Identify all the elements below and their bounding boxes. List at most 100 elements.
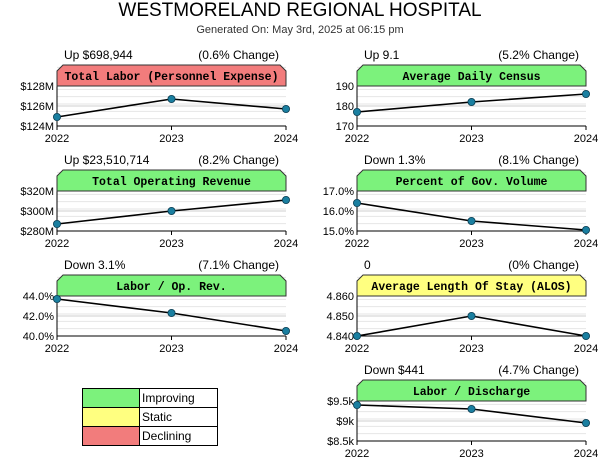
chart3-ytick-label: $300M xyxy=(20,206,54,218)
legend-row-improving: Improving xyxy=(83,389,217,408)
legend-row-declining: Declining xyxy=(83,427,217,445)
chart7-xtick-label: 2022 xyxy=(345,448,369,460)
chart2-xtick-label: 2022 xyxy=(345,133,369,145)
chart7-xtick-label: 2023 xyxy=(459,448,483,460)
chart6-xtick-label: 2023 xyxy=(459,343,483,355)
chart4-ytick-label: 17.0% xyxy=(323,186,354,198)
chart6-change-percent: (0% Change) xyxy=(508,258,579,272)
chart1-data-point xyxy=(281,105,290,114)
chart4-ytick-label: 15.0% xyxy=(323,226,354,238)
chart1-xtick-label: 2023 xyxy=(159,133,183,145)
chart7-data-point xyxy=(352,400,361,409)
chart5-ytick-label: 44.0% xyxy=(23,291,54,303)
chart3-change-percent: (8.2% Change) xyxy=(198,153,279,167)
chart1-ytick-label: $126M xyxy=(20,101,54,113)
chart4-data-point xyxy=(467,216,476,225)
chart6-ytick-label: 4.860 xyxy=(326,291,354,303)
chart7-title-tab xyxy=(356,379,587,402)
chart4-xtick-label: 2022 xyxy=(345,238,369,250)
chart1-xtick-label: 2024 xyxy=(274,133,298,145)
chart6-data-point xyxy=(582,331,591,340)
chart3-ytick-label: $280M xyxy=(20,226,54,238)
chart4-change-percent: (8.1% Change) xyxy=(498,153,579,167)
chart1-change-percent: (0.6% Change) xyxy=(198,48,279,62)
chart4-xtick-label: 2024 xyxy=(574,238,598,250)
chart5-ytick-label: 40.0% xyxy=(23,331,54,343)
chart5-ytick-label: 42.0% xyxy=(23,311,54,323)
chart6-data-point xyxy=(467,311,476,320)
legend-label-improving: Improving xyxy=(142,391,195,405)
chart2-change-percent: (5.2% Change) xyxy=(498,48,579,62)
chart6-xtick-label: 2024 xyxy=(574,343,598,355)
legend-swatch-declining xyxy=(83,427,140,445)
legend: Improving Static Declining xyxy=(82,388,218,446)
chart5-xtick-label: 2023 xyxy=(159,343,183,355)
chart6-xtick-label: 2022 xyxy=(345,343,369,355)
chart4-ytick-label: 16.0% xyxy=(323,206,354,218)
chart1-change-amount: Up $698,944 xyxy=(64,48,133,62)
chart4-change-amount: Down 1.3% xyxy=(364,153,426,167)
legend-label-static: Static xyxy=(142,410,173,424)
chart4-title: Percent of Gov. Volume xyxy=(396,176,548,189)
chart2-title: Average Daily Census xyxy=(402,71,540,84)
chart2-xtick-label: 2024 xyxy=(574,133,598,145)
chart2-ytick-label: 170 xyxy=(336,121,354,133)
chart5-title: Labor / Op. Rev. xyxy=(116,281,226,294)
chart3-ytick-label: $320M xyxy=(20,186,54,198)
chart6-title: Average Length Of Stay (ALOS) xyxy=(371,281,571,294)
chart7-data-point xyxy=(582,418,591,427)
chart2-change-amount: Up 9.1 xyxy=(364,48,400,62)
chart3-change-amount: Up $23,510,714 xyxy=(64,153,150,167)
chart5-change-amount: Down 3.1% xyxy=(64,258,126,272)
chart1-xtick-label: 2022 xyxy=(45,133,69,145)
chart1-title-tab xyxy=(56,64,287,87)
chart3-data-point xyxy=(281,195,290,204)
chart1-ytick-label: $128M xyxy=(20,81,54,93)
chart3-xtick-label: 2022 xyxy=(45,238,69,250)
chart4-data-point xyxy=(352,198,361,207)
chart3-xtick-label: 2023 xyxy=(159,238,183,250)
chart7-xtick-label: 2024 xyxy=(574,448,598,460)
chart4-title-tab xyxy=(356,169,587,192)
chart7-ytick-label: $9k xyxy=(336,416,354,428)
chart2-title-tab xyxy=(356,64,587,87)
chart2-ytick-label: 180 xyxy=(336,101,354,113)
chart1-title: Total Labor (Personnel Expense) xyxy=(65,71,279,84)
chart3-data-point xyxy=(167,206,176,215)
chart2-data-point xyxy=(352,108,361,117)
legend-swatch-improving xyxy=(83,389,140,407)
chart6-title-tab xyxy=(356,274,587,297)
chart5-xtick-label: 2024 xyxy=(274,343,298,355)
chart4-xtick-label: 2023 xyxy=(459,238,483,250)
chart1-ytick-label: $124M xyxy=(20,121,54,133)
chart7-title: Labor / Discharge xyxy=(413,386,530,399)
chart7-change-percent: (4.7% Change) xyxy=(498,363,579,377)
chart2-xtick-label: 2023 xyxy=(459,133,483,145)
chart5-xtick-label: 2022 xyxy=(45,343,69,355)
chart3-xtick-label: 2024 xyxy=(274,238,298,250)
generated-timestamp: Generated On: May 3rd, 2025 at 06:15 pm xyxy=(196,24,404,36)
legend-row-static: Static xyxy=(83,408,217,427)
chart5-data-point xyxy=(53,294,62,303)
chart2-data-point xyxy=(467,98,476,107)
chart3-data-point xyxy=(53,219,62,228)
chart3-title: Total Operating Revenue xyxy=(92,176,251,189)
chart7-ytick-label: $9.5k xyxy=(327,396,354,408)
chart7-change-amount: Down $441 xyxy=(364,363,425,377)
chart3-title-tab xyxy=(56,169,287,192)
chart6-change-amount: 0 xyxy=(364,258,371,272)
chart7-ytick-label: $8.5k xyxy=(327,436,354,448)
chart1-data-point xyxy=(167,95,176,104)
chart2-data-point xyxy=(582,90,591,99)
chart2-ytick-label: 190 xyxy=(336,81,354,93)
chart4-data-point xyxy=(582,225,591,234)
page-title: WESTMORELAND REGIONAL HOSPITAL xyxy=(118,0,482,21)
chart6-ytick-label: 4.850 xyxy=(326,311,354,323)
legend-swatch-static xyxy=(83,408,140,426)
chart7-data-point xyxy=(467,404,476,413)
chart6-data-point xyxy=(352,331,361,340)
chart1-data-point xyxy=(53,113,62,122)
chart5-data-point xyxy=(281,326,290,335)
chart5-data-point xyxy=(167,308,176,317)
